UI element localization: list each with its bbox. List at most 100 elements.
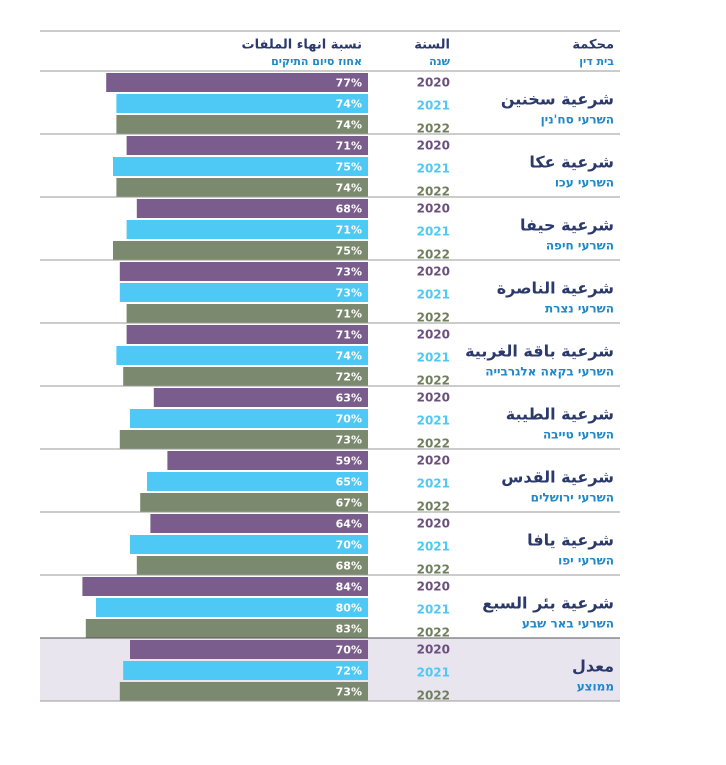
year-label: 2022 [417,311,450,325]
court-name-he: השרעי יפו [558,554,614,568]
value-label: 68% [336,560,362,573]
year-label: 2020 [417,643,450,657]
bar [150,514,368,533]
value-label: 71% [336,140,362,153]
year-label: 2021 [417,225,450,239]
value-label: 68% [336,203,362,216]
year-label: 2022 [417,689,450,703]
court-name-he: השרעי באר שבע [522,617,614,631]
year-label: 2021 [417,666,450,680]
year-label: 2022 [417,185,450,199]
bar [116,115,369,134]
value-label: 73% [336,686,362,699]
bar [123,661,368,680]
court-name-he: השרעי חיפה [546,239,614,253]
header-year: السنة [414,38,450,53]
value-label: 73% [336,266,362,279]
court-name: شرعية باقة الغربية [465,342,614,361]
bar [113,241,368,260]
value-label: 74% [336,350,362,363]
value-label: 73% [336,434,362,447]
court-name-he: השרעי עכו [555,176,614,190]
bar [85,619,369,638]
bar [130,409,368,428]
bar [130,640,368,659]
court-name: شرعية بئر السبع [482,594,614,613]
court-name: معدل [572,657,614,676]
bar [116,94,369,113]
court-name-he: השרעי בקאה אלגרבייה [485,365,614,379]
bar [147,472,368,491]
court-name: شرعية القدس [501,468,614,487]
year-label: 2020 [417,202,450,216]
year-label: 2022 [417,563,450,577]
year-label: 2022 [417,122,450,136]
year-label: 2021 [417,288,450,302]
year-label: 2021 [417,603,450,617]
year-label: 2022 [417,437,450,451]
bar [113,157,368,176]
year-label: 2020 [417,580,450,594]
court-name: شرعية الطيبة [506,405,614,424]
bar [123,367,368,386]
bar [153,388,368,407]
court-name-he: השרעי סח'נין [541,113,614,127]
value-label: 59% [336,455,362,468]
bar [106,73,368,92]
bar [167,451,368,470]
year-label: 2022 [417,626,450,640]
bar [126,325,368,344]
court-name: شرعية حيفا [520,216,614,235]
year-label: 2020 [417,76,450,90]
year-label: 2021 [417,162,450,176]
value-label: 63% [336,392,362,405]
value-label: 83% [336,623,362,636]
value-label: 70% [336,413,362,426]
year-label: 2021 [417,414,450,428]
value-label: 75% [336,245,362,258]
value-label: 72% [336,665,362,678]
value-label: 74% [336,119,362,132]
bar [126,136,368,155]
bar [126,220,368,239]
bar [116,178,369,197]
year-label: 2021 [417,351,450,365]
header-court: محكمة [572,38,614,53]
bar [126,304,368,323]
value-label: 77% [336,77,362,90]
year-label: 2022 [417,248,450,262]
year-label: 2020 [417,454,450,468]
court-name: شرعية يافا [527,531,614,550]
court-name: شرعية سخنين [501,90,614,109]
value-label: 75% [336,161,362,174]
year-label: 2020 [417,328,450,342]
bar [130,535,368,554]
value-label: 84% [336,581,362,594]
bar [136,556,368,575]
value-label: 71% [336,224,362,237]
value-label: 70% [336,539,362,552]
bar [119,682,368,701]
bar [96,598,368,617]
bar [119,430,368,449]
value-label: 73% [336,287,362,300]
value-label: 74% [336,98,362,111]
bar [116,346,369,365]
court-name: شرعية الناصرة [497,279,614,298]
value-label: 64% [336,518,362,531]
bar [136,199,368,218]
value-label: 65% [336,476,362,489]
bar [140,493,368,512]
value-label: 74% [336,182,362,195]
value-label: 70% [336,644,362,657]
header-court-he: בית דין [579,55,614,68]
court-name-he: השרעי ירושלים [531,491,614,505]
court-name-he: ממוצע [577,680,614,694]
value-label: 67% [336,497,362,510]
bar [119,262,368,281]
value-label: 71% [336,308,362,321]
year-label: 2020 [417,391,450,405]
year-label: 2021 [417,540,450,554]
court-name-he: השרעי נצרת [545,302,614,316]
